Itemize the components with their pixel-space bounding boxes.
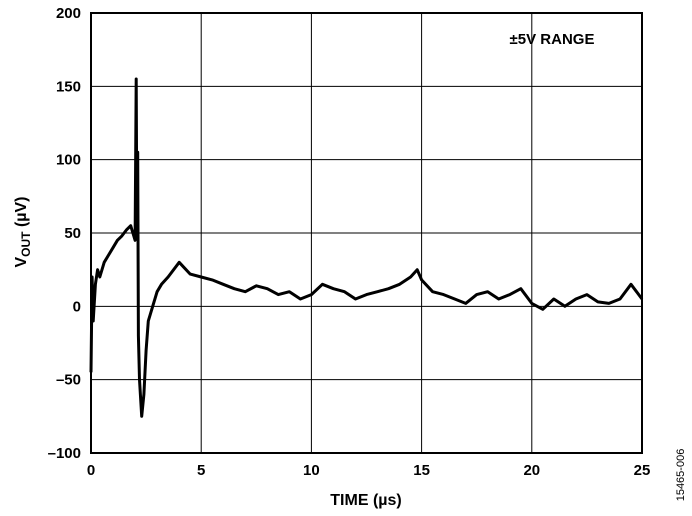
y-axis-title-main: V bbox=[13, 257, 30, 268]
y-axis-title: VOUT (µV) bbox=[13, 196, 33, 267]
x-tick-label: 20 bbox=[523, 462, 540, 479]
annotation-range: ±5V RANGE bbox=[510, 31, 595, 48]
y-axis-title-sub: OUT bbox=[19, 231, 33, 257]
x-tick-label: 5 bbox=[197, 462, 205, 479]
grid bbox=[90, 12, 643, 454]
y-tick-label: 50 bbox=[64, 225, 81, 242]
y-tick-label: 200 bbox=[56, 5, 81, 22]
x-tick-label: 25 bbox=[634, 462, 651, 479]
y-tick-label: –50 bbox=[56, 372, 81, 389]
y-tick-label: 150 bbox=[56, 78, 81, 95]
series-line bbox=[89, 77, 644, 418]
plot-frame bbox=[90, 12, 643, 454]
figure-id: 15465-006 bbox=[675, 449, 687, 502]
y-tick-label: 0 bbox=[73, 298, 81, 315]
x-axis-title: TIME (µs) bbox=[330, 492, 401, 509]
x-tick-label: 15 bbox=[413, 462, 430, 479]
series bbox=[89, 77, 644, 418]
x-tick-label: 0 bbox=[87, 462, 95, 479]
x-tick-label: 10 bbox=[303, 462, 320, 479]
x-tick-labels: 0 5 10 15 20 25 bbox=[87, 462, 651, 479]
y-axis-title-unit: (µV) bbox=[13, 196, 30, 231]
y-tick-labels: –100 –50 0 50 100 150 200 bbox=[48, 5, 81, 462]
y-tick-label: –100 bbox=[48, 445, 81, 462]
y-tick-label: 100 bbox=[56, 152, 81, 169]
